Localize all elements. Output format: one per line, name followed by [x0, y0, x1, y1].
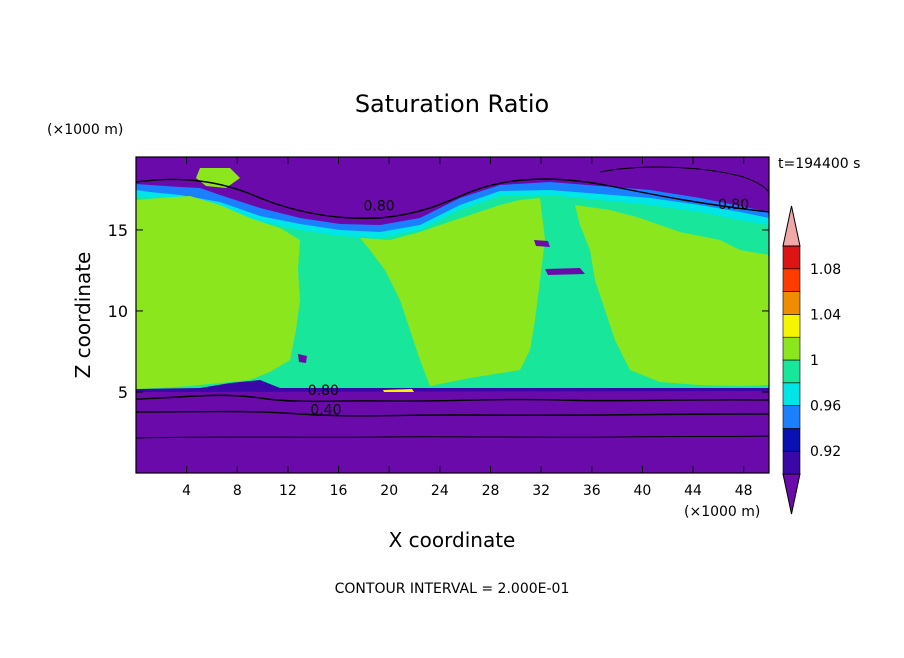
x-tick-label: 4 — [182, 483, 191, 499]
colorbar-tick-label: 1.08 — [810, 262, 841, 278]
cloud-cap — [196, 168, 240, 188]
moist-column-1 — [136, 196, 300, 389]
colorbar-bin — [782, 405, 801, 429]
contour-line-040-upper — [599, 166, 769, 195]
x-tick-label: 28 — [482, 483, 500, 499]
colorbar-bin — [782, 268, 801, 292]
contour-label: 0.80 — [718, 197, 749, 213]
colorbar-under-arrow — [782, 473, 801, 515]
upper-dry-layer — [136, 157, 769, 225]
colorbar: 0.92 0.96 1 1.04 1.08 — [782, 205, 841, 515]
colorbar-tick-label: 0.92 — [810, 444, 841, 460]
colorbar-over-arrow — [782, 205, 801, 247]
contour-labels: 0.80 0.80 0.80 0.40 — [308, 197, 749, 419]
contour-line-080-lower — [136, 394, 769, 403]
y-tick-label: 5 — [118, 383, 128, 402]
x-tick-label: 48 — [735, 483, 753, 499]
contour-lines — [136, 166, 769, 439]
contour-interval-note: CONTOUR INTERVAL = 2.000E-01 — [335, 581, 570, 597]
supersat-blob — [383, 389, 414, 392]
y-axis: 5 10 15 — [108, 221, 769, 402]
colorbar-bin — [782, 314, 801, 338]
contour-label: 0.40 — [310, 403, 341, 419]
y-axis-label: Z coordinate — [71, 252, 95, 379]
contour-label: 0.80 — [363, 198, 394, 214]
x-tick-label: 40 — [633, 483, 651, 499]
x-axis: 4 8 12 16 20 24 28 32 36 40 44 48 — [182, 157, 753, 499]
colorbar-tick-label: 1.04 — [810, 307, 841, 323]
time-label: t=194400 s — [778, 156, 860, 172]
dry-patch-1 — [298, 354, 307, 363]
colorbar-tick-label: 0.96 — [810, 399, 841, 415]
moist-column-2 — [360, 198, 545, 386]
colorbar-bin — [782, 382, 801, 406]
contour-line-020-lower — [136, 435, 769, 439]
x-unit-label: (×1000 m) — [684, 504, 760, 520]
y-tick-label: 15 — [108, 221, 128, 240]
contour-line-080-upper — [136, 178, 769, 220]
x-tick-label: 8 — [233, 483, 242, 499]
lower-dry-layer — [136, 382, 769, 473]
saturation-field — [136, 157, 769, 473]
z-unit-label: (×1000 m) — [47, 122, 123, 138]
colorbar-bin — [782, 450, 801, 475]
dry-patch-3 — [545, 268, 585, 275]
colorbar-bin — [782, 336, 801, 361]
moist-column-3 — [575, 205, 769, 386]
x-tick-label: 44 — [684, 483, 702, 499]
x-tick-label: 36 — [583, 483, 601, 499]
contour-line-040-lower — [136, 410, 769, 417]
x-tick-label: 32 — [532, 483, 550, 499]
x-tick-label: 24 — [431, 483, 449, 499]
colorbar-bin — [782, 291, 801, 315]
dry-patch-2 — [534, 240, 550, 247]
plot-frame — [135, 156, 770, 474]
x-tick-label: 12 — [279, 483, 297, 499]
lower-band-edge — [136, 380, 769, 392]
colorbar-bin — [782, 428, 801, 452]
colorbar-tick-label: 1 — [810, 353, 819, 369]
x-tick-label: 20 — [380, 483, 398, 499]
y-tick-label: 10 — [108, 302, 128, 321]
x-tick-label: 16 — [330, 483, 348, 499]
colorbar-bin — [782, 245, 801, 270]
x-axis-label: X coordinate — [389, 528, 516, 552]
contour-label: 0.80 — [308, 383, 339, 399]
chart-title: Saturation Ratio — [355, 90, 549, 118]
colorbar-bin — [782, 359, 801, 384]
